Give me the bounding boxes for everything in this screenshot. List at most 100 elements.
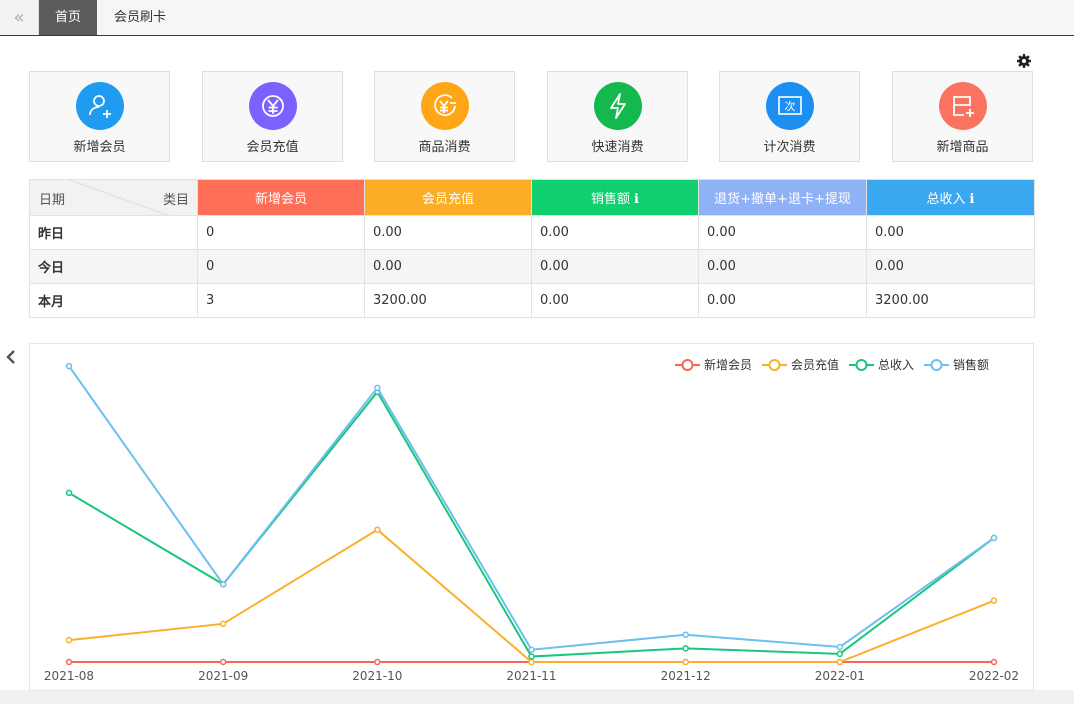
- row-label: 昨日: [29, 215, 198, 250]
- data-point[interactable]: [990, 658, 998, 666]
- chevron-left-icon[interactable]: [4, 348, 18, 366]
- table-cell: 0.00: [698, 283, 867, 318]
- member-recharge-label: 会员充值: [246, 140, 299, 155]
- table-cell: 3200.00: [866, 283, 1035, 318]
- legend-label: 新增会员: [703, 358, 752, 372]
- data-point[interactable]: [682, 631, 689, 638]
- table-row: 今日 0 0.00 0.00 0.00 0.00: [29, 249, 1035, 284]
- add-product-label: 新增商品: [936, 140, 989, 155]
- x-tick-label: 2022-02: [969, 669, 1019, 683]
- legend-label: 销售额: [952, 358, 989, 372]
- data-point[interactable]: [836, 643, 844, 651]
- data-point[interactable]: [374, 384, 381, 392]
- table-cell: 3200.00: [364, 283, 532, 318]
- table-cell: 0.00: [531, 283, 699, 318]
- count-consume-label: 计次消费: [763, 140, 816, 155]
- data-point[interactable]: [219, 658, 227, 666]
- date-header: 日期: [39, 193, 66, 208]
- x-tick-label: 2022-01: [815, 669, 865, 683]
- data-point[interactable]: [65, 362, 73, 370]
- table-cell: 0.00: [531, 249, 699, 284]
- tab-home-label: 首页: [54, 10, 81, 25]
- legend-item[interactable]: 总收入: [848, 356, 914, 373]
- add-member-icon: [76, 82, 124, 130]
- tab-member-card-label: 会员刷卡: [113, 10, 166, 25]
- data-point[interactable]: [65, 489, 73, 497]
- table-cell: 0: [197, 249, 365, 284]
- legend-marker-icon: [674, 358, 700, 371]
- quick-consume-label: 快速消费: [591, 140, 644, 155]
- category-header: 类目: [162, 193, 189, 208]
- tab-member-card[interactable]: 会员刷卡: [101, 0, 179, 35]
- x-tick-label: 2021-12: [661, 669, 711, 683]
- col-total-income: 总收入 ℹ: [866, 179, 1035, 216]
- data-point[interactable]: [219, 620, 227, 628]
- yen-recharge-icon: [249, 82, 297, 130]
- collapse-tabs-button[interactable]: «: [0, 0, 39, 35]
- table-cell: 0.00: [364, 215, 532, 250]
- stats-table: 日期 类目 新增会员 会员充值 销售额 ℹ 退货+撤单+退卡+提现 总收入 ℹ 昨日…: [29, 179, 1035, 318]
- double-chevron-left-icon: «: [13, 7, 25, 28]
- gear-icon[interactable]: [1016, 53, 1032, 69]
- data-point[interactable]: [528, 653, 535, 660]
- product-consume-label: 商品消费: [418, 140, 471, 155]
- data-point[interactable]: [682, 645, 689, 652]
- data-point[interactable]: [65, 636, 73, 644]
- trend-chart: 新增会员 会员充值 总收入 销售额 2021-08 2021-09 2021-10 2021…: [29, 343, 1034, 691]
- col-new-member: 新增会员: [197, 179, 365, 216]
- table-cell: 0.00: [531, 215, 699, 250]
- chart-legend: 新增会员 会员充值 总收入 销售额: [674, 356, 989, 373]
- table-cell: 0.00: [866, 249, 1035, 284]
- table-cell: 0.00: [698, 249, 867, 284]
- quick-consume-card[interactable]: 快速消费: [547, 71, 688, 162]
- data-point[interactable]: [528, 646, 535, 653]
- series-line: [68, 365, 995, 651]
- legend-marker-icon: [848, 358, 874, 371]
- col-refunds: 退货+撤单+退卡+提现: [698, 179, 867, 216]
- table-cell: 0.00: [364, 249, 532, 284]
- product-consume-card[interactable]: 商品消费: [374, 71, 515, 162]
- data-point[interactable]: [990, 534, 998, 542]
- legend-label: 总收入: [877, 358, 914, 372]
- add-product-icon: [939, 82, 987, 130]
- table-cell: 0: [197, 215, 365, 250]
- count-consume-icon: 次: [766, 82, 814, 130]
- col-member-recharge: 会员充值: [364, 179, 532, 216]
- add-product-card[interactable]: 新增商品: [892, 71, 1033, 162]
- row-label: 今日: [29, 249, 198, 284]
- info-icon[interactable]: ℹ: [969, 192, 975, 207]
- x-tick-label: 2021-11: [506, 669, 556, 683]
- tab-home[interactable]: 首页: [39, 0, 97, 35]
- data-point[interactable]: [836, 650, 844, 658]
- x-tick-label: 2021-10: [352, 669, 402, 683]
- row-label: 本月: [29, 283, 198, 318]
- count-consume-card[interactable]: 次 计次消费: [719, 71, 860, 162]
- legend-label: 会员充值: [790, 358, 839, 372]
- data-point[interactable]: [374, 658, 381, 666]
- legend-marker-icon: [761, 358, 787, 371]
- member-recharge-card[interactable]: 会员充值: [202, 71, 343, 162]
- svg-text:次: 次: [785, 99, 796, 113]
- tab-bar: « 首页 会员刷卡: [0, 0, 1074, 36]
- x-tick-label: 2021-08: [44, 669, 94, 683]
- product-consume-icon: [421, 82, 469, 130]
- data-point[interactable]: [374, 526, 381, 533]
- legend-item[interactable]: 销售额: [923, 356, 989, 373]
- table-corner-header: 日期 类目: [29, 179, 198, 216]
- legend-item[interactable]: 新增会员: [674, 356, 752, 373]
- table-cell: 3: [197, 283, 365, 318]
- data-point[interactable]: [682, 658, 689, 666]
- legend-marker-icon: [923, 358, 949, 371]
- data-point[interactable]: [990, 597, 998, 604]
- data-point[interactable]: [219, 581, 227, 588]
- data-point[interactable]: [65, 658, 73, 666]
- info-icon[interactable]: ℹ: [634, 192, 639, 207]
- add-member-card[interactable]: 新增会员: [29, 71, 170, 162]
- data-point[interactable]: [528, 658, 535, 666]
- add-member-label: 新增会员: [73, 140, 126, 155]
- legend-item[interactable]: 会员充值: [761, 356, 839, 373]
- data-point[interactable]: [836, 658, 844, 666]
- lightning-icon: [594, 82, 642, 130]
- table-row: 本月 3 3200.00 0.00 0.00 3200.00: [29, 283, 1035, 318]
- series-line: [68, 390, 995, 658]
